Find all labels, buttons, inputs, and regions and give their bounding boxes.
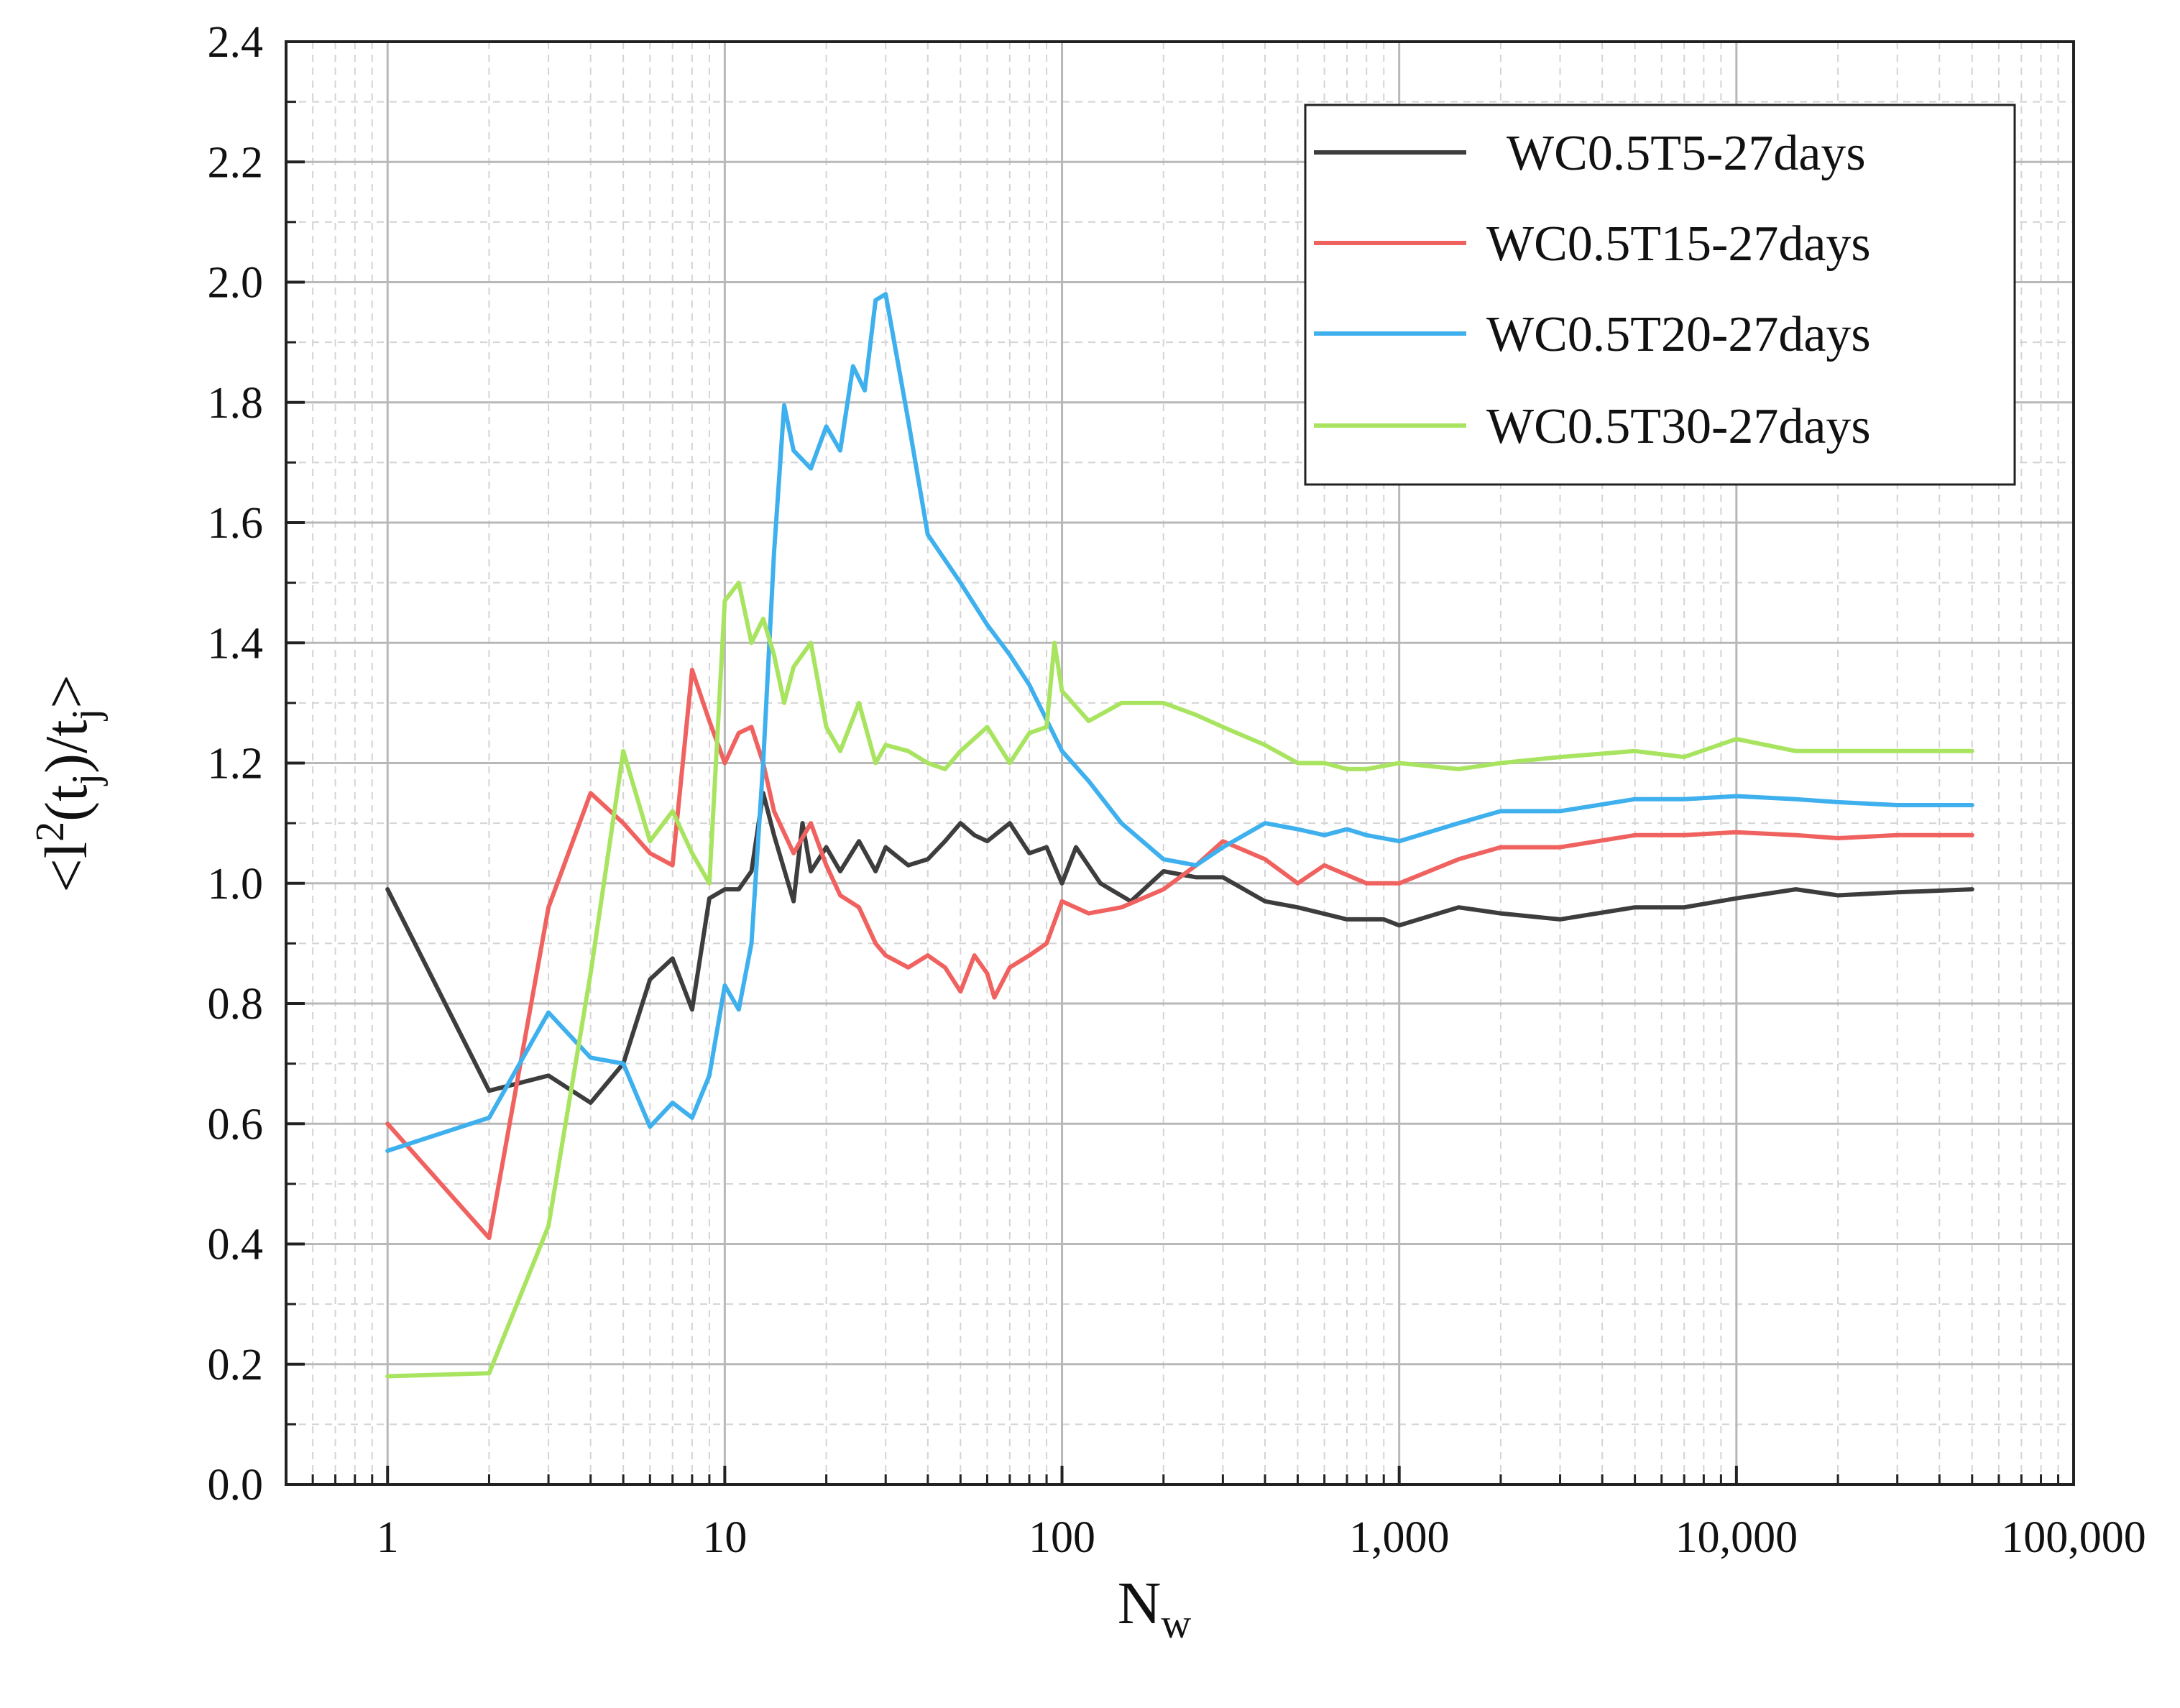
y-axis-title-part-1: <l bbox=[33, 842, 100, 893]
y-tick-label: 1.6 bbox=[208, 499, 264, 548]
x-tick-label: 10,000 bbox=[1675, 1513, 1798, 1562]
y-tick-label: 2.0 bbox=[208, 259, 264, 308]
y-axis-title-part-4: > bbox=[33, 674, 100, 708]
legend-label-t5: WC0.5T5-27days bbox=[1507, 126, 1866, 181]
legend-label-t30: WC0.5T30-27days bbox=[1486, 399, 1871, 454]
legend: WC0.5T5-27days WC0.5T15-27days WC0.5T20-… bbox=[1304, 104, 2016, 486]
x-tick-label: 1,000 bbox=[1349, 1513, 1450, 1562]
y-tick-label: 0.2 bbox=[208, 1341, 264, 1390]
y-axis-title-sub-1: j bbox=[64, 773, 109, 786]
y-tick-label: 1.4 bbox=[208, 619, 264, 668]
x-tick-label: 10 bbox=[702, 1513, 747, 1562]
x-axis-title: Nw bbox=[1118, 1570, 1192, 1647]
y-axis-title-part-3: )/t bbox=[33, 720, 100, 773]
y-tick-label: 0.0 bbox=[208, 1461, 264, 1510]
y-tick-label: 0.6 bbox=[208, 1100, 264, 1149]
y-tick-label: 1.2 bbox=[208, 740, 264, 789]
x-tick-label: 100,000 bbox=[2001, 1513, 2146, 1562]
legend-box bbox=[1304, 104, 2016, 486]
y-tick-label: 0.8 bbox=[208, 980, 264, 1029]
x-tick-label: 100 bbox=[1029, 1513, 1095, 1562]
y-axis-title-part-2: (t bbox=[33, 785, 100, 822]
y-tick-label: 2.4 bbox=[208, 18, 264, 67]
y-axis-title: <l2(tj)/tj> bbox=[28, 674, 109, 892]
y-axis-title-sup: 2 bbox=[28, 822, 73, 842]
axis-ticks bbox=[286, 40, 2075, 1486]
y-tick-label: 1.8 bbox=[208, 379, 264, 428]
x-axis-title-main: N bbox=[1118, 1570, 1162, 1637]
legend-label-t20: WC0.5T20-27days bbox=[1486, 307, 1871, 362]
y-tick-labels: 0.0 0.2 0.4 0.6 0.8 1.0 1.2 1.4 1.6 1.8 2.0 2.2 2.4 bbox=[208, 18, 264, 1510]
y-tick-label: 1.0 bbox=[208, 860, 264, 909]
x-tick-labels: 1 10 100 1,000 10,000 100,000 bbox=[377, 1513, 2146, 1562]
x-axis-title-sub: w bbox=[1161, 1600, 1191, 1647]
y-axis-title-sub-2: j bbox=[64, 709, 109, 722]
series-layer bbox=[385, 292, 1974, 1379]
y-tick-label: 0.4 bbox=[208, 1221, 264, 1269]
y-tick-label: 2.2 bbox=[208, 138, 264, 187]
legend-label-t15: WC0.5T15-27days bbox=[1486, 216, 1871, 272]
series-line-3 bbox=[385, 292, 1974, 1153]
series-line-1 bbox=[385, 791, 1974, 1105]
x-tick-label: 1 bbox=[377, 1513, 399, 1562]
series-line-4 bbox=[385, 580, 1974, 1379]
